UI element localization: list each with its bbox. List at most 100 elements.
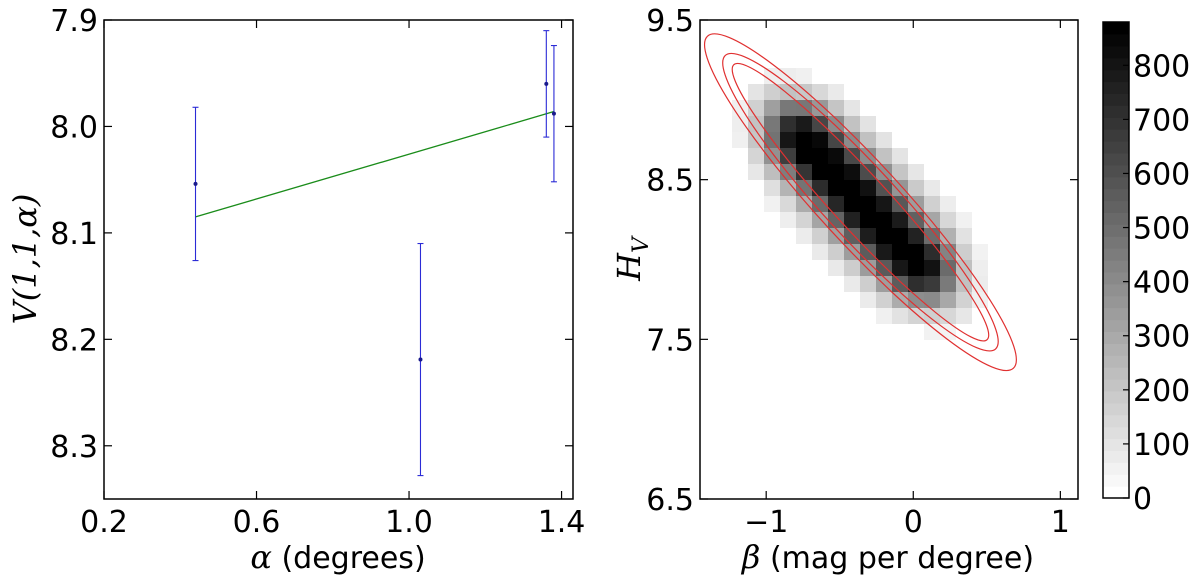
right-chart: −1 0 1 6.5 7.5 8.5 9.5 β (mag per degree) HV — [610, 4, 1079, 576]
colorbar-step — [1103, 164, 1129, 178]
colorbar-step — [1103, 188, 1129, 202]
colorbar-step — [1103, 343, 1129, 356]
right-ticks: −1 0 1 6.5 7.5 8.5 9.5 — [646, 4, 1078, 540]
heatmap-cell — [796, 132, 812, 148]
contour-line — [703, 33, 1017, 372]
right-x-axis-symbol: β — [741, 538, 761, 576]
right-y-axis-label: HV — [610, 235, 654, 282]
heatmap-cell — [844, 100, 860, 116]
heatmap-cell — [876, 292, 892, 308]
heatmap-cell — [748, 84, 764, 100]
heatmap-cell — [908, 244, 924, 260]
heatmap-cell — [764, 84, 780, 100]
heatmap-cell — [812, 164, 828, 180]
heatmap-cell — [780, 148, 796, 164]
heatmap-cell — [812, 84, 828, 100]
colorbar-step — [1103, 69, 1129, 83]
colorbar-step — [1103, 331, 1129, 344]
heatmap-cell — [844, 116, 860, 132]
heatmap-cell — [892, 308, 908, 324]
left-y-tick-label: 8.0 — [50, 110, 98, 145]
heatmap-cell — [828, 164, 844, 180]
contour-line — [731, 62, 990, 342]
heatmap-cell — [876, 164, 892, 180]
colorbar-ticks: 0 100 200 300 400 500 600 700 800 — [1123, 49, 1190, 517]
heatmap-cell — [924, 228, 940, 244]
colorbar-steps — [1103, 22, 1129, 499]
right-x-tick-label: 1 — [1051, 505, 1070, 540]
colorbar-tick-label: 200 — [1133, 374, 1190, 409]
left-ticks: 0.2 0.6 1.0 1.4 7.9 8.0 8.1 8.2 8.3 — [50, 4, 585, 540]
right-plot-frame — [699, 19, 1079, 500]
heatmap-cell — [812, 228, 828, 244]
heatmap-cell — [764, 68, 780, 84]
heatmap-cell — [924, 292, 940, 308]
heatmap-cell — [908, 228, 924, 244]
heatmap-cell — [844, 180, 860, 196]
colorbar-step — [1103, 486, 1129, 499]
heatmap-cell — [860, 132, 876, 148]
colorbar-step — [1103, 462, 1129, 475]
colorbar-step — [1103, 379, 1129, 392]
heatmap-cell — [908, 212, 924, 228]
heatmap-cell — [908, 260, 924, 276]
left-y-tick-label: 8.1 — [50, 217, 98, 252]
colorbar-step — [1103, 271, 1129, 285]
heatmap-cell — [876, 132, 892, 148]
heatmap-cell — [924, 276, 940, 292]
heatmap-cell — [796, 212, 812, 228]
contour-line — [722, 52, 999, 352]
colorbar: 0 100 200 300 400 500 600 700 800 — [1102, 21, 1190, 517]
colorbar-tick-label: 100 — [1133, 428, 1190, 463]
colorbar-tick-label: 300 — [1133, 320, 1190, 355]
heatmap-cell — [828, 196, 844, 212]
left-x-tick-label: 1.4 — [538, 505, 586, 540]
heatmap-cell — [924, 180, 940, 196]
left-plot-frame — [103, 19, 574, 500]
heatmap-cell — [828, 84, 844, 100]
colorbar-step — [1103, 390, 1129, 404]
colorbar-step — [1103, 283, 1129, 297]
heatmap-cell — [860, 148, 876, 164]
fit-line — [195, 110, 555, 218]
heatmap-cell — [876, 244, 892, 260]
heatmap-cell — [780, 132, 796, 148]
heatmap-cell — [780, 180, 796, 196]
heatmap-cell — [796, 196, 812, 212]
colorbar-step — [1103, 176, 1129, 190]
heatmap-cell — [892, 260, 908, 276]
heatmap-cell — [924, 196, 940, 212]
heatmap-cell — [812, 116, 828, 132]
heatmap-cell — [844, 196, 860, 212]
heatmap-cell — [908, 308, 924, 324]
colorbar-step — [1103, 474, 1129, 487]
right-contour-layer — [703, 33, 1017, 372]
heatmap-cell — [876, 212, 892, 228]
heatmap-cell — [876, 228, 892, 244]
heatmap-cell — [828, 148, 844, 164]
heatmap-cell — [956, 292, 972, 308]
heatmap-cell — [812, 244, 828, 260]
colorbar-step — [1103, 212, 1129, 225]
heatmap-cell — [876, 148, 892, 164]
heatmap-cell — [844, 132, 860, 148]
colorbar-step — [1103, 236, 1129, 249]
left-x-axis-text: (degrees) — [272, 541, 426, 576]
colorbar-step — [1103, 57, 1129, 71]
heatmap-cell — [892, 148, 908, 164]
heatmap-cell — [940, 292, 956, 308]
heatmap-cell — [764, 196, 780, 212]
left-data-layer — [192, 30, 557, 477]
colorbar-step — [1103, 105, 1129, 118]
right-x-axis-text: (mag per degree) — [760, 541, 1034, 576]
heatmap-cell — [956, 260, 972, 276]
data-point — [193, 181, 198, 186]
colorbar-tick-label: 600 — [1133, 157, 1190, 192]
heatmap-cell — [844, 228, 860, 244]
right-x-tick-label: −1 — [744, 505, 788, 540]
heatmap-cell — [796, 228, 812, 244]
heatmap-cell — [860, 116, 876, 132]
colorbar-step — [1103, 141, 1129, 154]
heatmap-cell — [972, 244, 988, 260]
